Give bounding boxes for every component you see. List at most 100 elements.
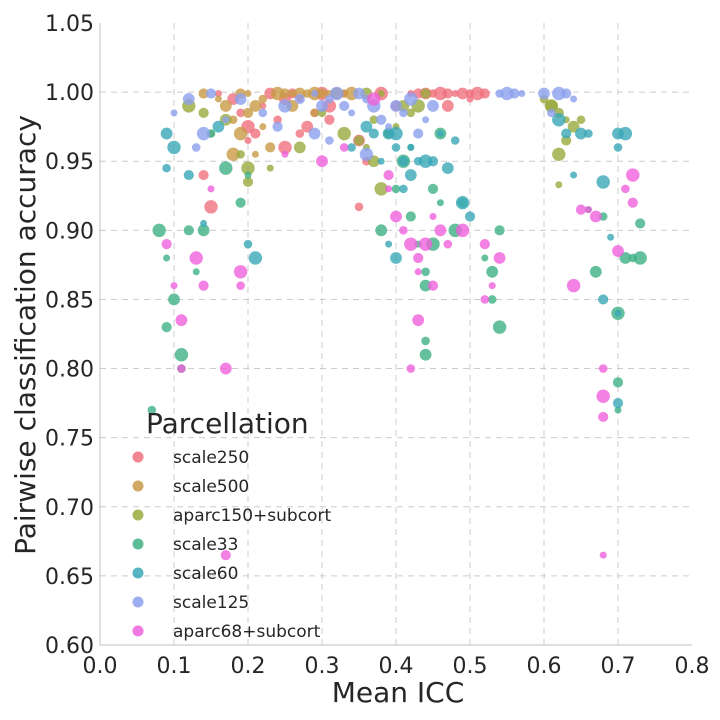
data-point xyxy=(405,211,416,222)
y-tick-label: 1.00 xyxy=(45,81,94,106)
data-point xyxy=(538,87,550,100)
y-tick-label: 0.75 xyxy=(45,427,94,452)
data-point xyxy=(575,204,587,215)
data-point xyxy=(182,93,195,105)
data-point xyxy=(198,107,209,118)
data-point xyxy=(250,128,261,139)
data-point xyxy=(391,143,401,152)
data-point xyxy=(177,364,186,373)
data-point xyxy=(406,364,416,373)
data-point xyxy=(311,89,319,97)
data-point xyxy=(359,147,374,162)
data-point xyxy=(191,143,201,152)
data-point xyxy=(421,267,430,277)
data-point xyxy=(414,268,422,276)
data-point xyxy=(390,210,402,223)
legend-entry-label: scale60 xyxy=(173,564,238,584)
data-point xyxy=(596,389,610,403)
data-point xyxy=(545,100,558,112)
data-point xyxy=(598,364,608,373)
data-point xyxy=(207,185,215,193)
data-point xyxy=(175,314,188,327)
data-point xyxy=(377,157,385,165)
legend-marker xyxy=(132,451,144,463)
data-point xyxy=(418,237,433,251)
data-point xyxy=(389,126,403,141)
y-tick-label: 0.95 xyxy=(45,150,94,175)
data-point xyxy=(509,88,520,99)
data-point xyxy=(566,278,581,293)
legend-marker xyxy=(132,567,144,579)
data-point xyxy=(214,89,222,97)
legend-entry-label: scale500 xyxy=(173,477,249,497)
data-point xyxy=(441,100,454,112)
data-point xyxy=(596,175,610,189)
data-point xyxy=(374,182,388,196)
data-point xyxy=(404,169,417,181)
data-points xyxy=(147,86,647,561)
data-point xyxy=(576,115,586,125)
data-point xyxy=(584,129,593,138)
data-point xyxy=(348,109,356,117)
data-point xyxy=(279,88,291,99)
data-point xyxy=(161,321,172,333)
data-point xyxy=(205,88,217,99)
data-point xyxy=(337,126,351,141)
y-tick-label: 0.90 xyxy=(45,219,94,244)
data-point xyxy=(233,126,248,141)
data-point xyxy=(635,218,646,229)
legend-entry-label: aparc68+subcort xyxy=(173,622,321,642)
data-point xyxy=(547,108,556,118)
data-point xyxy=(377,89,385,97)
data-point xyxy=(567,120,580,133)
axes xyxy=(99,23,692,646)
data-point xyxy=(621,184,630,194)
data-point xyxy=(433,86,448,101)
data-point xyxy=(480,295,490,304)
data-point xyxy=(226,147,240,162)
data-point xyxy=(456,87,469,100)
y-tick-label: 0.70 xyxy=(45,496,94,521)
data-point xyxy=(360,120,373,133)
data-point xyxy=(575,127,587,140)
data-point xyxy=(170,282,178,290)
data-point xyxy=(301,120,314,133)
data-point xyxy=(481,254,489,262)
x-tick-label: 0.0 xyxy=(83,654,118,679)
data-point xyxy=(434,224,447,237)
data-point xyxy=(293,141,306,154)
legend-marker xyxy=(132,480,144,492)
data-point xyxy=(419,348,432,361)
data-point xyxy=(427,156,439,167)
data-point xyxy=(599,551,607,559)
data-point xyxy=(385,240,393,248)
data-point xyxy=(244,171,252,179)
data-point xyxy=(212,120,225,133)
y-axis-label: Pairwise classification accuracy xyxy=(9,115,42,555)
data-point xyxy=(353,87,365,100)
series-aparc68+subcort xyxy=(161,92,640,561)
data-point xyxy=(589,210,602,223)
data-point xyxy=(442,88,453,99)
data-point xyxy=(152,223,166,238)
data-point xyxy=(450,136,460,145)
data-point xyxy=(163,254,171,262)
data-point xyxy=(369,115,379,125)
data-point xyxy=(612,245,624,257)
data-point xyxy=(265,142,276,153)
data-point xyxy=(278,140,292,155)
data-point xyxy=(204,200,218,214)
x-tick-label: 0.8 xyxy=(675,654,710,679)
data-point xyxy=(316,155,328,168)
data-point xyxy=(561,128,572,139)
data-point xyxy=(612,377,624,388)
data-point xyxy=(353,135,365,146)
legend-marker xyxy=(132,538,144,550)
data-point xyxy=(236,108,245,118)
data-point xyxy=(251,150,259,158)
data-point xyxy=(589,265,602,278)
data-point xyxy=(619,252,632,264)
data-point xyxy=(270,86,285,101)
data-point xyxy=(385,185,393,193)
